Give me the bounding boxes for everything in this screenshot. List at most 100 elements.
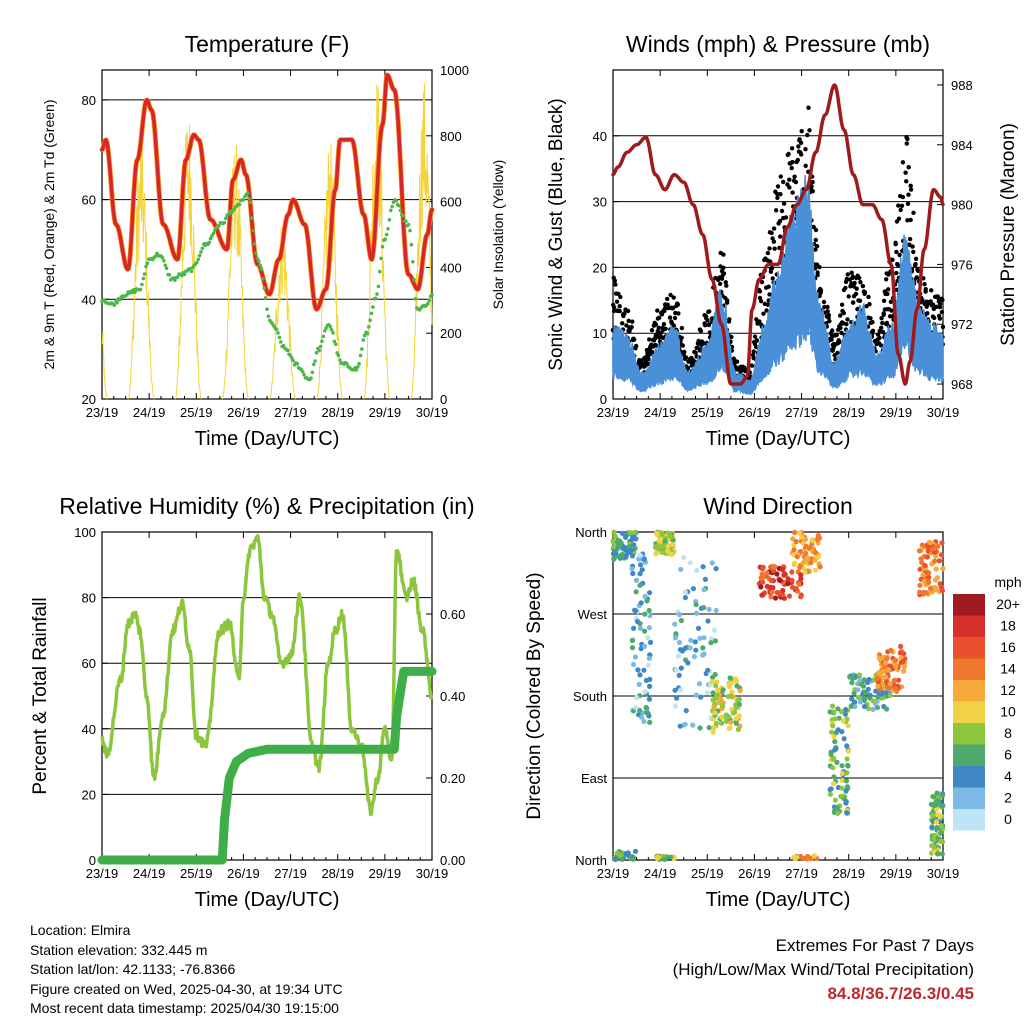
wind-direction-point [769,589,775,595]
wind-direction-point [638,562,644,568]
wind-direction-point [938,838,944,844]
panel1-xtick-label: 30/19 [416,405,449,420]
gust-point [787,177,792,182]
wind-direction-point [832,739,838,745]
wind-direction-point [883,690,890,696]
dewpoint-point [356,365,360,369]
gust-point [753,344,759,350]
legend-swatch [953,701,985,723]
wind-direction-point [844,810,850,816]
gust-point [668,292,673,298]
dewpoint-point [398,208,403,213]
dewpoint-point [277,335,282,340]
wind-direction-point [693,602,699,608]
wind-direction-point [926,579,932,585]
wind-direction-point [802,536,809,542]
relative-humidity-line [100,533,434,817]
wind-direction-point [932,558,938,564]
wind-direction-point [629,645,636,651]
panel4-xtick-label: 25/19 [691,866,724,881]
panel2-ytick-label: 30 [593,195,607,210]
wind-direction-point [629,637,635,644]
wind-direction-point [723,712,729,718]
dewpoint-point [279,340,283,344]
wind-direction-point [678,617,685,624]
dewpoint-point [310,370,315,375]
gust-point [767,246,772,251]
gust-point [809,184,814,189]
dewpoint-point [142,272,147,276]
wind-direction-point [838,793,844,800]
gust-point [620,321,625,326]
gust-point [810,179,815,185]
wind-direction-point [705,618,711,624]
wind-direction-point [672,703,679,709]
wind-direction-point [646,696,653,702]
panel3-ytick-label: 20 [82,787,96,802]
wind-direction-point [711,704,717,711]
wind-direction-point [641,667,647,673]
legend-swatch [953,744,985,766]
wind-direction-point [932,549,938,555]
gust-point [679,325,685,331]
wind-direction-point [709,560,715,566]
gust-point [806,105,811,110]
wind-direction-point [676,672,682,679]
wind-direction-point [876,670,882,676]
wind-direction-point [774,589,780,596]
gust-point [798,140,804,145]
panel1-xtick-label: 23/19 [86,405,119,420]
panel2-xlabel: Time (Day/UTC) [706,428,851,450]
wind-direction-point [662,856,668,863]
gust-point [672,315,678,321]
wind-direction-point [916,548,923,554]
panel2-y2tick-label: 968 [951,377,973,392]
wind-direction-point [808,560,814,566]
wind-direction-point [708,640,714,646]
gust-point [850,275,855,280]
wind-direction-point [887,684,893,690]
wind-direction-point [797,564,803,570]
wind-direction-point [856,672,863,678]
gust-point [822,304,827,310]
wind-direction-point [927,539,933,545]
wind-direction-point [642,689,648,695]
dewpoint-point [144,264,148,269]
dewpoint-point [291,358,295,363]
dewpoint-point [250,216,254,220]
dewpoint-point [365,331,370,336]
panel1-y2tick-label: 400 [440,260,462,275]
wind-direction-point [718,714,725,720]
wind-direction-point [760,592,766,598]
sonic-wind-band [612,175,944,397]
wind-direction-point [758,584,764,590]
wind-direction-point [690,722,696,728]
legend-label: 8 [1004,725,1012,741]
gust-point [771,239,777,244]
dewpoint-point [115,300,119,305]
wind-direction-point [615,539,622,545]
panel4-xtick-label: 28/19 [832,866,865,881]
gust-point [771,226,777,231]
wind-direction-point [675,653,682,659]
gust-point [786,151,791,157]
dewpoint-point [309,376,313,381]
wind-direction-point [888,647,894,653]
wind-direction-point [870,698,876,704]
wind-direction-point [770,585,776,591]
wind-direction-point [922,562,928,569]
gust-point [837,339,842,345]
panel3-y2tick-label: 0.20 [440,771,465,786]
legend-label: 16 [1000,639,1016,655]
wind-direction-point [693,647,699,653]
wind-direction-point [676,612,683,618]
wind-direction-point [839,763,845,769]
wind-direction-point [817,564,823,570]
wind-direction-point [727,675,733,681]
gust-point [789,146,795,151]
gust-point [913,256,919,261]
dewpoint-point [254,251,258,256]
wind-direction-point [921,578,927,585]
wind-direction-point [682,645,688,651]
